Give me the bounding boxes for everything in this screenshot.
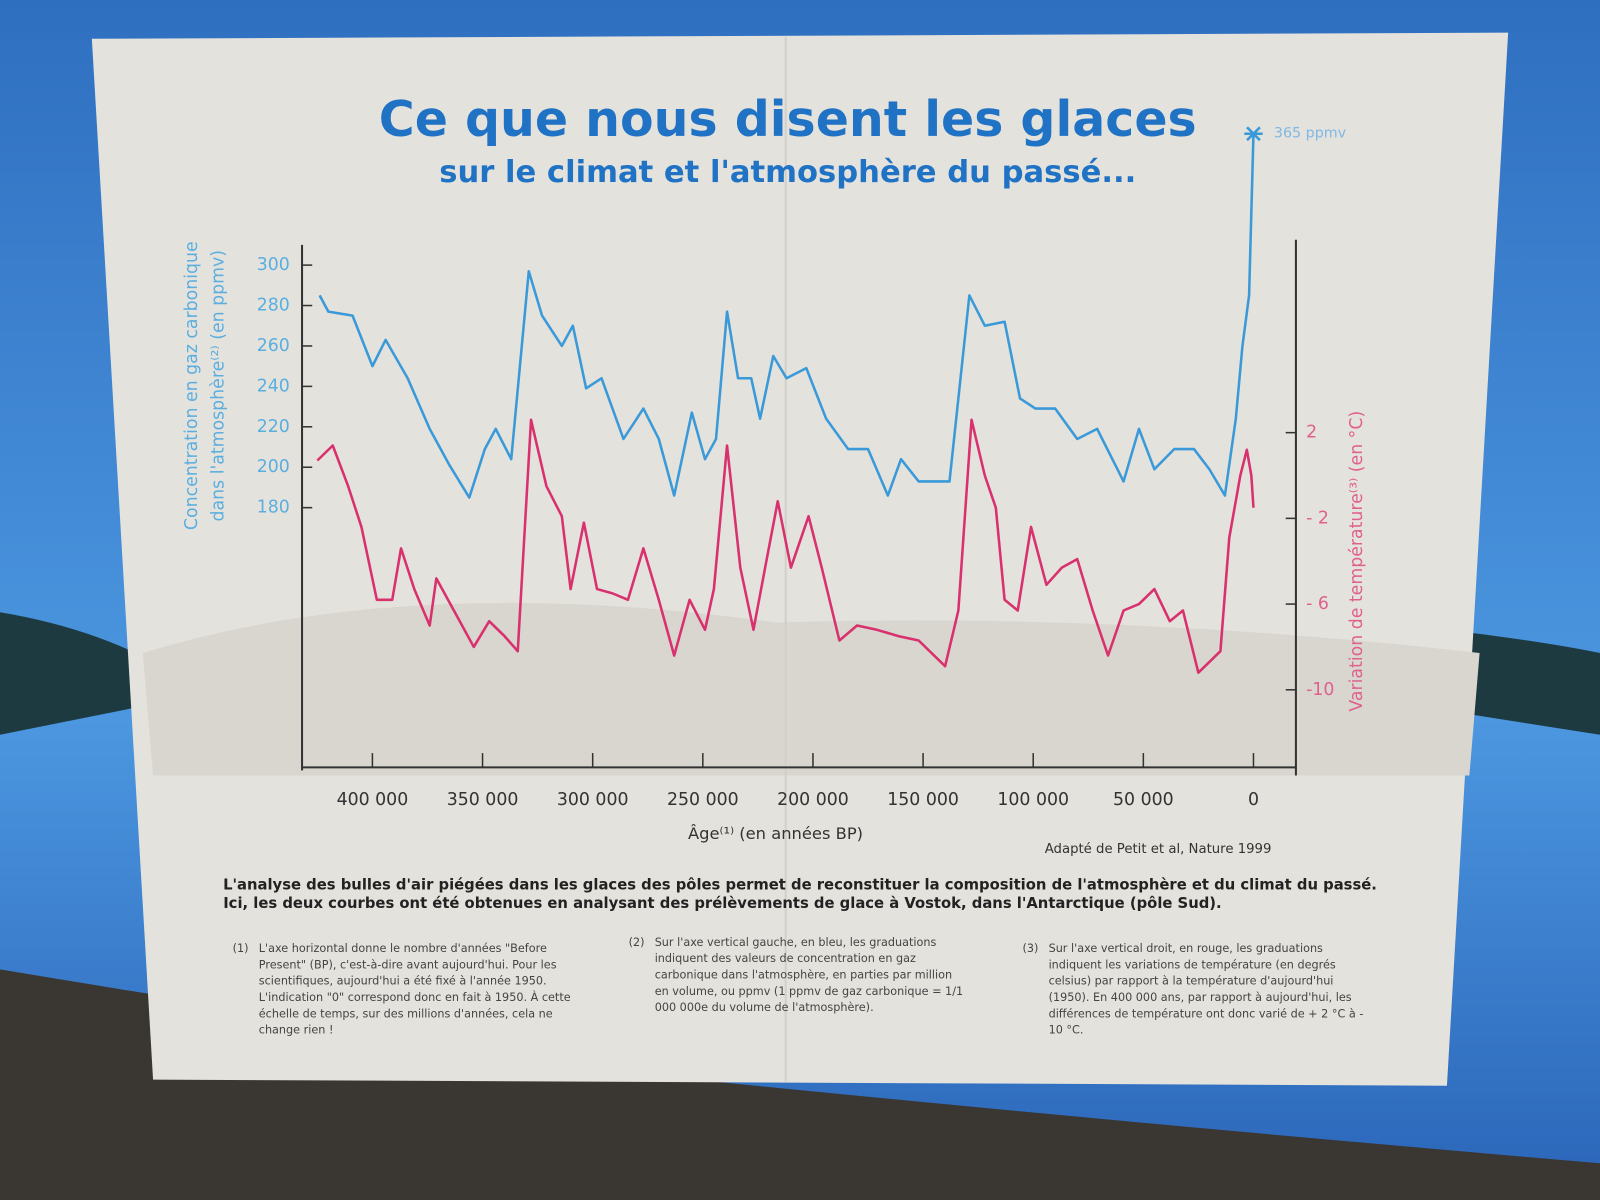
x-axis-title: Âge⁽¹⁾ (en années BP): [688, 824, 863, 843]
x-tick-label: 150 000: [887, 790, 959, 810]
y2-tick-label: - 6: [1306, 594, 1329, 614]
title: Ce que nous disent les glaces: [379, 91, 1197, 148]
panel: [91, 32, 1509, 1086]
y-axis-title-line: Concentration en gaz carbonique: [182, 241, 202, 530]
y-tick-label: 260: [257, 336, 290, 356]
footnote-text: L'axe horizontal donne le nombre d'année…: [258, 941, 571, 1037]
y-tick-label: 280: [257, 296, 290, 316]
ground: [0, 969, 1600, 1200]
series-line: [318, 133, 1255, 499]
y-tick-label: 240: [257, 376, 290, 396]
y2-tick-label: -10: [1306, 680, 1334, 700]
footnote-text: Sur l'axe vertical gauche, en bleu, les …: [654, 935, 964, 1015]
series-line: [316, 418, 1255, 674]
x-tick-label: 50 000: [1113, 790, 1174, 810]
x-tick-label: 250 000: [667, 790, 739, 810]
y-axis-title-line: dans l'atmosphère⁽²⁾ (en ppmv): [208, 250, 228, 521]
x-tick-label: 0: [1248, 790, 1259, 810]
caption-line: L'analyse des bulles d'air piégées dans …: [223, 877, 1377, 894]
y-tick-label: 180: [257, 498, 290, 518]
footnote-marker: (3): [1022, 941, 1039, 956]
footnote-box: (2) Sur l'axe vertical gauche, en bleu, l…: [629, 935, 966, 1017]
x-tick-label: 400 000: [337, 790, 409, 810]
footnote: (3) Sur l'axe vertical droit, en rouge, l…: [1022, 941, 1369, 1039]
y2-axis-title: Variation de température⁽³⁾ (en °C): [1347, 411, 1367, 712]
hill: [1469, 632, 1600, 735]
caption-line: Ici, les deux courbes ont été obtenues e…: [223, 895, 1222, 912]
footnote-marker: (1): [232, 941, 249, 956]
footnote: (1) L'axe horizontal donne le nombre d'an…: [233, 941, 580, 1039]
y-tick-label: 300: [257, 255, 290, 275]
y-tick-label: 220: [257, 417, 290, 437]
y-tick-label: 200: [257, 457, 290, 477]
footnote-text: Sur l'axe vertical droit, en rouge, les …: [1048, 941, 1364, 1037]
x-tick-label: 100 000: [997, 790, 1069, 810]
footnote-box: (3) Sur l'axe vertical droit, en rouge, l…: [1022, 941, 1369, 1039]
subtitle: sur le climat et l'atmosphère du passé..…: [439, 155, 1136, 190]
x-tick-label: 200 000: [777, 790, 849, 810]
x-tick-label: 350 000: [447, 790, 519, 810]
peak-marker: [1244, 126, 1263, 142]
annotation: 365 ppmv: [1274, 126, 1347, 142]
footnote: (2) Sur l'axe vertical gauche, en bleu, l…: [629, 935, 966, 1017]
y-axis-title: Concentration en gaz carbonique dans l'a…: [182, 241, 229, 530]
source: Adapté de Petit et al, Nature 1999: [1045, 841, 1272, 857]
footnote-marker: (2): [628, 935, 645, 949]
footnote-box: (1) L'axe horizontal donne le nombre d'an…: [233, 941, 580, 1039]
y2-tick-label: - 2: [1306, 508, 1329, 528]
y2-tick-label: 2: [1306, 423, 1317, 443]
x-tick-label: 300 000: [557, 790, 629, 810]
panel-shade: [142, 602, 1480, 776]
